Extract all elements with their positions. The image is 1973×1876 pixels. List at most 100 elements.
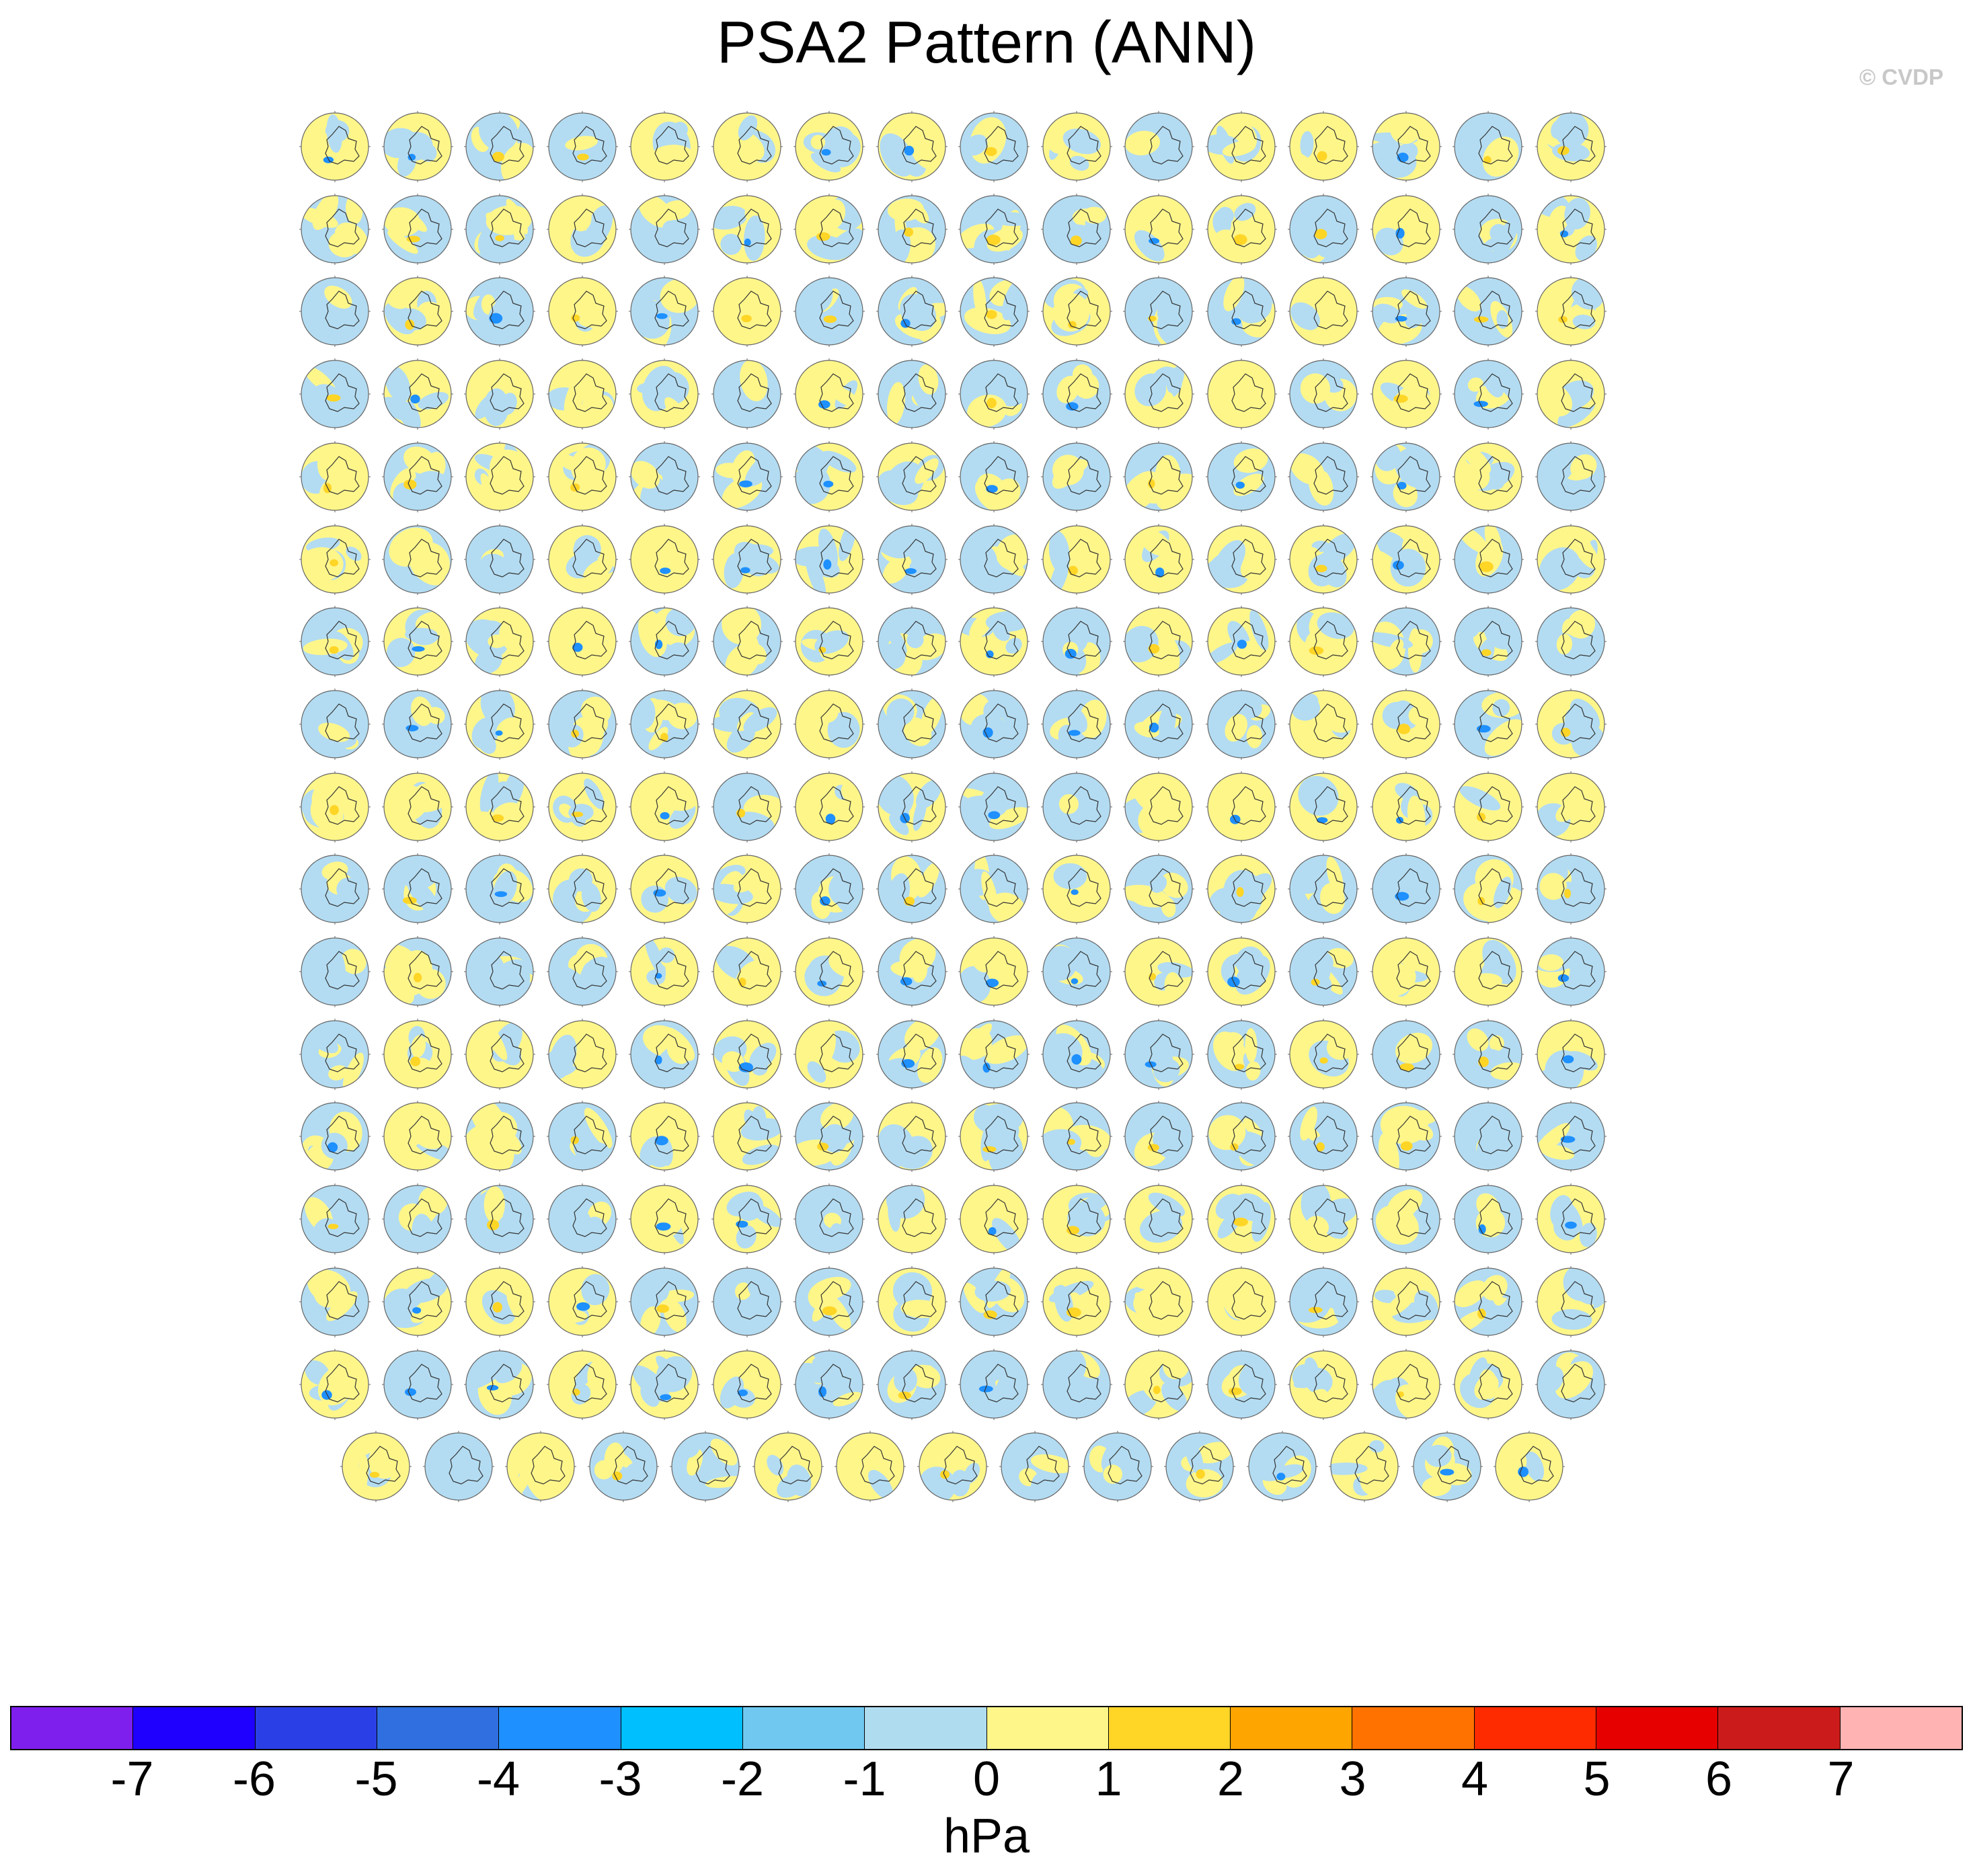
colorbar-box: [986, 1707, 1109, 1749]
polar-map-panel: [709, 192, 785, 267]
polar-map-panel: [1204, 109, 1279, 184]
polar-map-panel: [1450, 1347, 1526, 1422]
polar-map-panel: [1368, 1264, 1444, 1339]
polar-map-panel: [297, 769, 373, 845]
polar-map-panel: [791, 356, 867, 432]
polar-map-panel: [1286, 1181, 1361, 1257]
polar-map-panel: [1121, 1099, 1196, 1174]
colorbar-box: [133, 1707, 256, 1749]
polar-map-panel: [338, 1429, 414, 1504]
polar-map-panel: [874, 1264, 950, 1339]
polar-map-panel: [1121, 439, 1196, 514]
polar-map-panel: [1286, 769, 1361, 845]
polar-map-panel: [956, 1099, 1032, 1174]
polar-map-panel: [956, 356, 1032, 432]
colorbar-box: [11, 1707, 134, 1749]
polar-map-panel: [791, 687, 867, 762]
polar-map-panel: [1368, 934, 1444, 1009]
polar-map-panel: [1039, 1347, 1114, 1422]
polar-map-panel: [1039, 522, 1114, 597]
polar-map-panel: [297, 192, 373, 267]
polar-map-panel: [1121, 769, 1196, 845]
polar-map-panel: [545, 192, 620, 267]
polar-map-panel: [1204, 769, 1279, 845]
polar-map-panel: [297, 934, 373, 1009]
colorbar-box: [255, 1707, 377, 1749]
polar-map-panel: [1286, 851, 1361, 927]
polar-map-panel: [791, 109, 867, 184]
polar-map-panel: [956, 274, 1032, 349]
polar-map-panel: [627, 934, 702, 1009]
polar-map-panel: [874, 1347, 950, 1422]
polar-map-panel: [462, 769, 537, 845]
polar-map-panel: [380, 439, 455, 514]
polar-map-panel: [1039, 1099, 1114, 1174]
polar-map-panel: [874, 522, 950, 597]
polar-map-panel: [1533, 769, 1609, 845]
polar-map-panel: [791, 274, 867, 349]
colorbar-box: [1840, 1707, 1962, 1749]
polar-map-panel: [462, 1264, 537, 1339]
polar-map-panel: [1533, 1264, 1609, 1339]
polar-map-panel: [627, 439, 702, 514]
colorbar-tick-label: -1: [843, 1752, 886, 1806]
polar-map-panel: [709, 1181, 785, 1257]
polar-map-panel: [627, 356, 702, 432]
polar-map-panel: [1450, 851, 1526, 927]
polar-map-panel: [1533, 1017, 1609, 1092]
polar-map-panel: [1204, 604, 1279, 679]
polar-map-panel: [297, 604, 373, 679]
polar-map-panel: [791, 1017, 867, 1092]
polar-map-panel: [1204, 851, 1279, 927]
colorbar-labels: -7 -6 -5 -4 -3 -2 -1 0 1 2 3 4 5 6 7: [0, 1752, 1973, 1819]
polar-map-panel: [874, 1099, 950, 1174]
polar-map-panel: [1368, 439, 1444, 514]
polar-map-panel: [297, 109, 373, 184]
colorbar-tick-label: 7: [1827, 1752, 1855, 1806]
colorbar-tick-label: 1: [1095, 1752, 1122, 1806]
polar-map-panel: [1121, 522, 1196, 597]
polar-map-panel: [1121, 192, 1196, 267]
polar-map-panel: [1450, 934, 1526, 1009]
polar-map-panel: [791, 1181, 867, 1257]
colorbar-box: [1231, 1707, 1353, 1749]
polar-map-panel: [1450, 439, 1526, 514]
polar-map-panel: [668, 1429, 743, 1504]
polar-map-panel: [545, 439, 620, 514]
polar-map-panel: [1368, 851, 1444, 927]
polar-map-panel: [297, 1099, 373, 1174]
polar-map-panel: [380, 1347, 455, 1422]
polar-map-panel: [1039, 1017, 1114, 1092]
polar-map-panel: [1286, 356, 1361, 432]
polar-map-panel: [1286, 439, 1361, 514]
polar-map-panel: [874, 851, 950, 927]
polar-map-panel: [1533, 934, 1609, 1009]
polar-map-panel: [380, 1181, 455, 1257]
polar-map-panel: [791, 1264, 867, 1339]
polar-map-panel: [1368, 769, 1444, 845]
polar-map-panel: [956, 109, 1032, 184]
polar-map-panel: [627, 687, 702, 762]
polar-map-panel: [1204, 522, 1279, 597]
polar-map-panel: [545, 356, 620, 432]
polar-map-panel: [627, 769, 702, 845]
polar-map-panel: [380, 1017, 455, 1092]
polar-map-panel: [956, 934, 1032, 1009]
polar-map-panel: [1162, 1429, 1237, 1504]
polar-map-panel: [462, 356, 537, 432]
polar-map-panel: [297, 851, 373, 927]
polar-map-panel: [1204, 1099, 1279, 1174]
polar-map-panel: [1121, 687, 1196, 762]
polar-map-panel: [1492, 1429, 1567, 1504]
polar-map-panel: [1039, 109, 1114, 184]
polar-map-panel: [1450, 687, 1526, 762]
polar-map-panel: [709, 439, 785, 514]
polar-map-panel: [1204, 934, 1279, 1009]
polar-map-panel: [1450, 769, 1526, 845]
polar-map-panel: [1286, 1099, 1361, 1174]
polar-map-panel: [462, 1347, 537, 1422]
polar-map-panel: [1245, 1429, 1320, 1504]
polar-map-panel: [791, 604, 867, 679]
colorbar-box: [742, 1707, 865, 1749]
polar-map-panel: [1368, 522, 1444, 597]
